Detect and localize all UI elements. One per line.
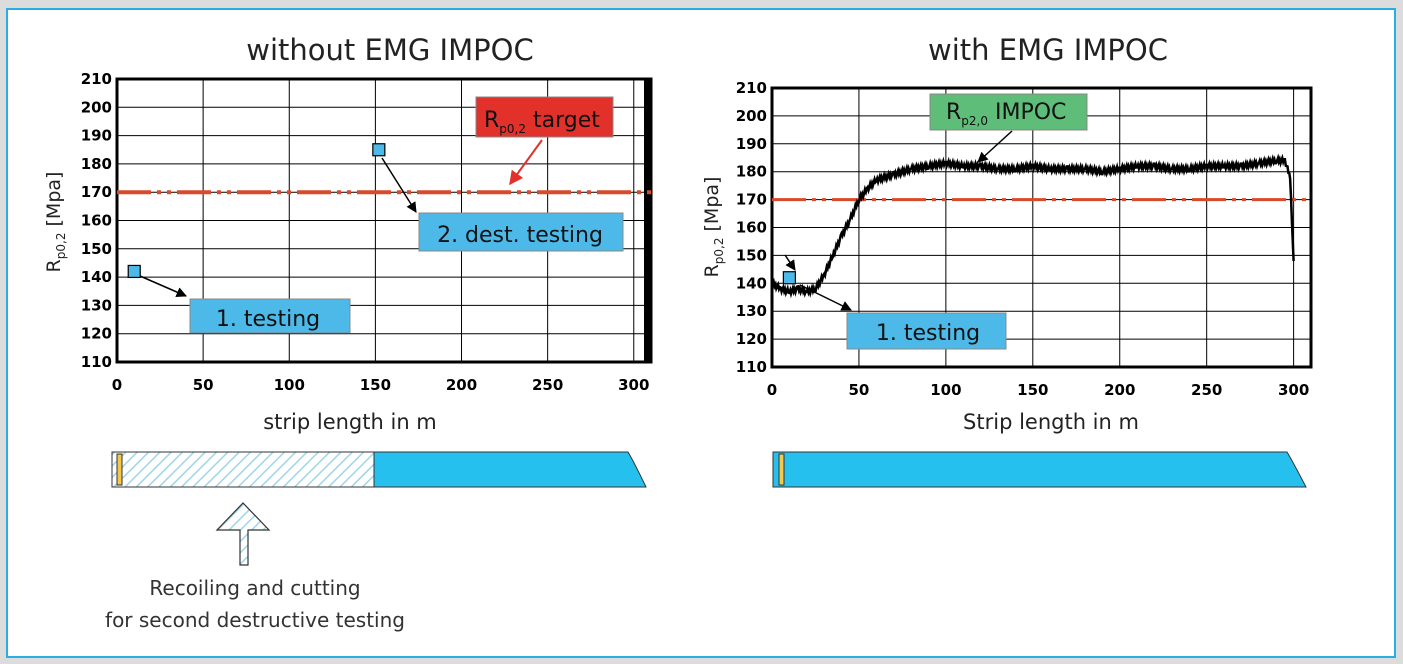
right-x-ticks: 0 50 100 150 200 250 300 bbox=[767, 381, 1309, 399]
recoil-arrow-icon bbox=[215, 502, 271, 566]
caption-line2: for second destructive testing bbox=[105, 608, 405, 632]
y-tick-label: 190 bbox=[736, 135, 767, 153]
left-x-ticks: 0 50 100 150 200 250 300 bbox=[112, 376, 650, 394]
y-tick-label: 140 bbox=[81, 268, 112, 286]
y-tick-label: 180 bbox=[736, 163, 767, 181]
y-tick-label: 130 bbox=[736, 302, 767, 320]
left-target-label: Rp0,2 target bbox=[484, 108, 600, 136]
right-impoc-label-rest: IMPOC bbox=[988, 100, 1066, 125]
y-tick-label: 180 bbox=[81, 155, 112, 173]
left-target-arrow bbox=[509, 139, 543, 186]
left-box2-arrow bbox=[381, 157, 417, 213]
left-box1-arrow bbox=[139, 275, 187, 298]
y-tick-label: 210 bbox=[736, 79, 767, 97]
x-tick-label: 100 bbox=[930, 381, 961, 399]
x-tick-label: 50 bbox=[848, 381, 869, 399]
left-grid bbox=[117, 78, 651, 363]
right-strip-marker bbox=[778, 453, 785, 486]
x-tick-label: 150 bbox=[1017, 381, 1048, 399]
x-tick-label: 200 bbox=[446, 376, 477, 394]
left-ylabel-unit: [Mpa] bbox=[43, 172, 65, 233]
y-tick-label: 120 bbox=[81, 325, 112, 343]
x-tick-label: 250 bbox=[532, 376, 563, 394]
right-impoc-line bbox=[770, 153, 1295, 299]
x-tick-label: 300 bbox=[1278, 381, 1309, 399]
right-impoc-label: Rp2,0 IMPOC bbox=[946, 100, 1066, 128]
left-target-label-box bbox=[475, 96, 614, 138]
data-point-1-testing bbox=[127, 264, 141, 279]
y-tick-label: 170 bbox=[736, 191, 767, 209]
left-ylabel-main: R bbox=[43, 259, 65, 272]
right-box1-arrow bbox=[799, 284, 852, 311]
left-strip-cut-section bbox=[111, 451, 375, 488]
y-tick-label: 150 bbox=[736, 246, 767, 264]
y-tick-label: 150 bbox=[81, 240, 112, 258]
y-tick-label: 190 bbox=[81, 127, 112, 145]
left-y-ticks: 110 120 130 140 150 160 170 180 190 200 210 bbox=[81, 70, 112, 371]
left-ylabel: Rp0,2 [Mpa] bbox=[43, 172, 68, 273]
right-ylabel-sub: p0,2 bbox=[712, 238, 726, 265]
left-data-points bbox=[127, 143, 386, 279]
left-target-label-main: R bbox=[484, 108, 499, 133]
left-chart-title: without EMG IMPOC bbox=[246, 33, 533, 67]
right-impoc-label-sub: p2,0 bbox=[961, 114, 988, 128]
x-tick-label: 100 bbox=[274, 376, 305, 394]
left-target-label-sub: p0,2 bbox=[499, 122, 526, 136]
right-box1-label: 1. testing bbox=[876, 321, 980, 346]
right-chart-title: with EMG IMPOC bbox=[928, 33, 1168, 67]
right-y-ticks: 110 120 130 140 150 160 170 180 190 200 210 bbox=[736, 79, 767, 376]
x-tick-label: 0 bbox=[112, 376, 122, 394]
right-ylabel: Rp0,2 [Mpa] bbox=[701, 177, 726, 278]
right-impoc-label-main: R bbox=[946, 100, 961, 125]
left-xlabel: strip length in m bbox=[263, 410, 437, 434]
left-box1 bbox=[189, 298, 351, 334]
left-target-label-rest: target bbox=[526, 108, 600, 133]
y-tick-label: 160 bbox=[81, 212, 112, 230]
right-ylabel-main: R bbox=[701, 264, 723, 277]
left-box2-label: 2. dest. testing bbox=[437, 223, 603, 248]
right-strip bbox=[772, 451, 1307, 488]
data-point-2-dest-testing bbox=[372, 143, 386, 157]
caption-line1: Recoiling and cutting bbox=[149, 576, 360, 600]
y-tick-label: 170 bbox=[81, 183, 112, 201]
left-ylabel-sub: p0,2 bbox=[54, 233, 68, 260]
right-impoc-label-box bbox=[929, 93, 1088, 131]
left-strip-marker bbox=[116, 453, 123, 486]
x-tick-label: 0 bbox=[767, 381, 777, 399]
y-tick-label: 130 bbox=[81, 296, 112, 314]
x-tick-label: 150 bbox=[360, 376, 391, 394]
data-point-1-testing bbox=[782, 271, 796, 285]
left-box2 bbox=[418, 212, 624, 252]
left-box1-label: 1. testing bbox=[216, 307, 320, 332]
right-point-arrow bbox=[784, 254, 796, 271]
y-tick-label: 120 bbox=[736, 330, 767, 348]
y-tick-label: 200 bbox=[736, 107, 767, 125]
y-tick-label: 140 bbox=[736, 274, 767, 292]
y-tick-label: 110 bbox=[81, 353, 112, 371]
right-impoc-arrow bbox=[977, 130, 1013, 163]
y-tick-label: 110 bbox=[736, 358, 767, 376]
x-tick-label: 200 bbox=[1104, 381, 1135, 399]
x-tick-label: 250 bbox=[1191, 381, 1222, 399]
right-ylabel-unit: [Mpa] bbox=[701, 177, 723, 238]
y-tick-label: 200 bbox=[81, 98, 112, 116]
y-tick-label: 210 bbox=[81, 70, 112, 88]
right-xlabel: Strip length in m bbox=[963, 410, 1139, 434]
y-tick-label: 160 bbox=[736, 219, 767, 237]
right-box1 bbox=[846, 312, 1007, 350]
x-tick-label: 50 bbox=[193, 376, 214, 394]
right-data-points bbox=[782, 271, 796, 285]
x-tick-label: 300 bbox=[618, 376, 649, 394]
